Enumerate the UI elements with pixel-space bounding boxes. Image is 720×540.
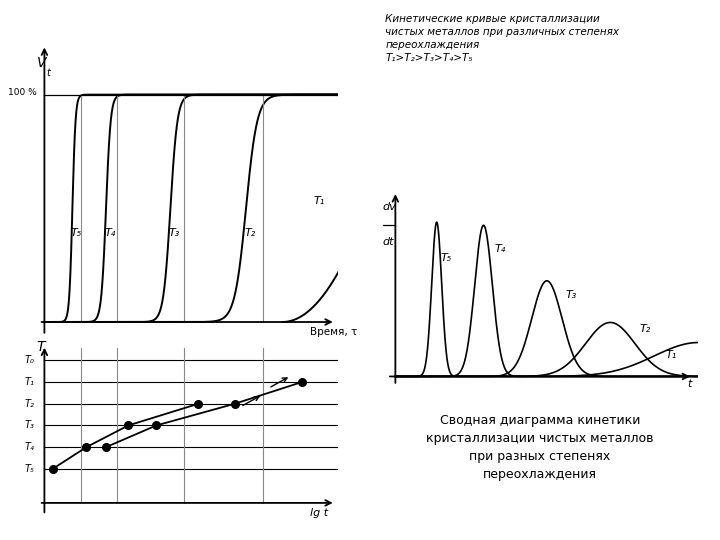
Text: lg t: lg t [310,508,328,518]
Text: T₁: T₁ [665,350,677,360]
Text: dt: dt [383,237,395,247]
Text: T₃: T₃ [169,228,180,238]
Text: T₂: T₂ [245,228,256,238]
Text: T: T [37,340,45,354]
Text: T₄: T₄ [24,442,35,452]
Text: Кинетические кривые кристаллизации
чистых металлов при различных степенях
переох: Кинетические кривые кристаллизации чисты… [385,14,619,63]
Text: T₅: T₅ [71,228,82,238]
Text: dv: dv [383,202,397,212]
Text: T₅: T₅ [441,253,452,263]
Text: T₃: T₃ [565,290,576,300]
Text: T₃: T₃ [24,421,35,430]
Text: V: V [37,56,47,70]
Text: 100 %: 100 % [8,87,37,97]
Text: T₀: T₀ [24,355,35,366]
Text: T₂: T₂ [640,324,652,334]
Text: T₄: T₄ [104,228,116,238]
Text: Время, τ: Время, τ [310,327,358,336]
Text: T₅: T₅ [24,464,35,474]
Text: Сводная диаграмма кинетики
кристаллизации чистых металлов
при разных степенях
пе: Сводная диаграмма кинетики кристаллизаци… [426,414,654,481]
Text: t: t [47,69,50,78]
Text: T₄: T₄ [494,245,505,254]
Text: T₁: T₁ [313,196,325,206]
Text: T₂: T₂ [24,399,35,409]
Text: t: t [688,379,692,389]
Text: T₁: T₁ [24,377,35,387]
